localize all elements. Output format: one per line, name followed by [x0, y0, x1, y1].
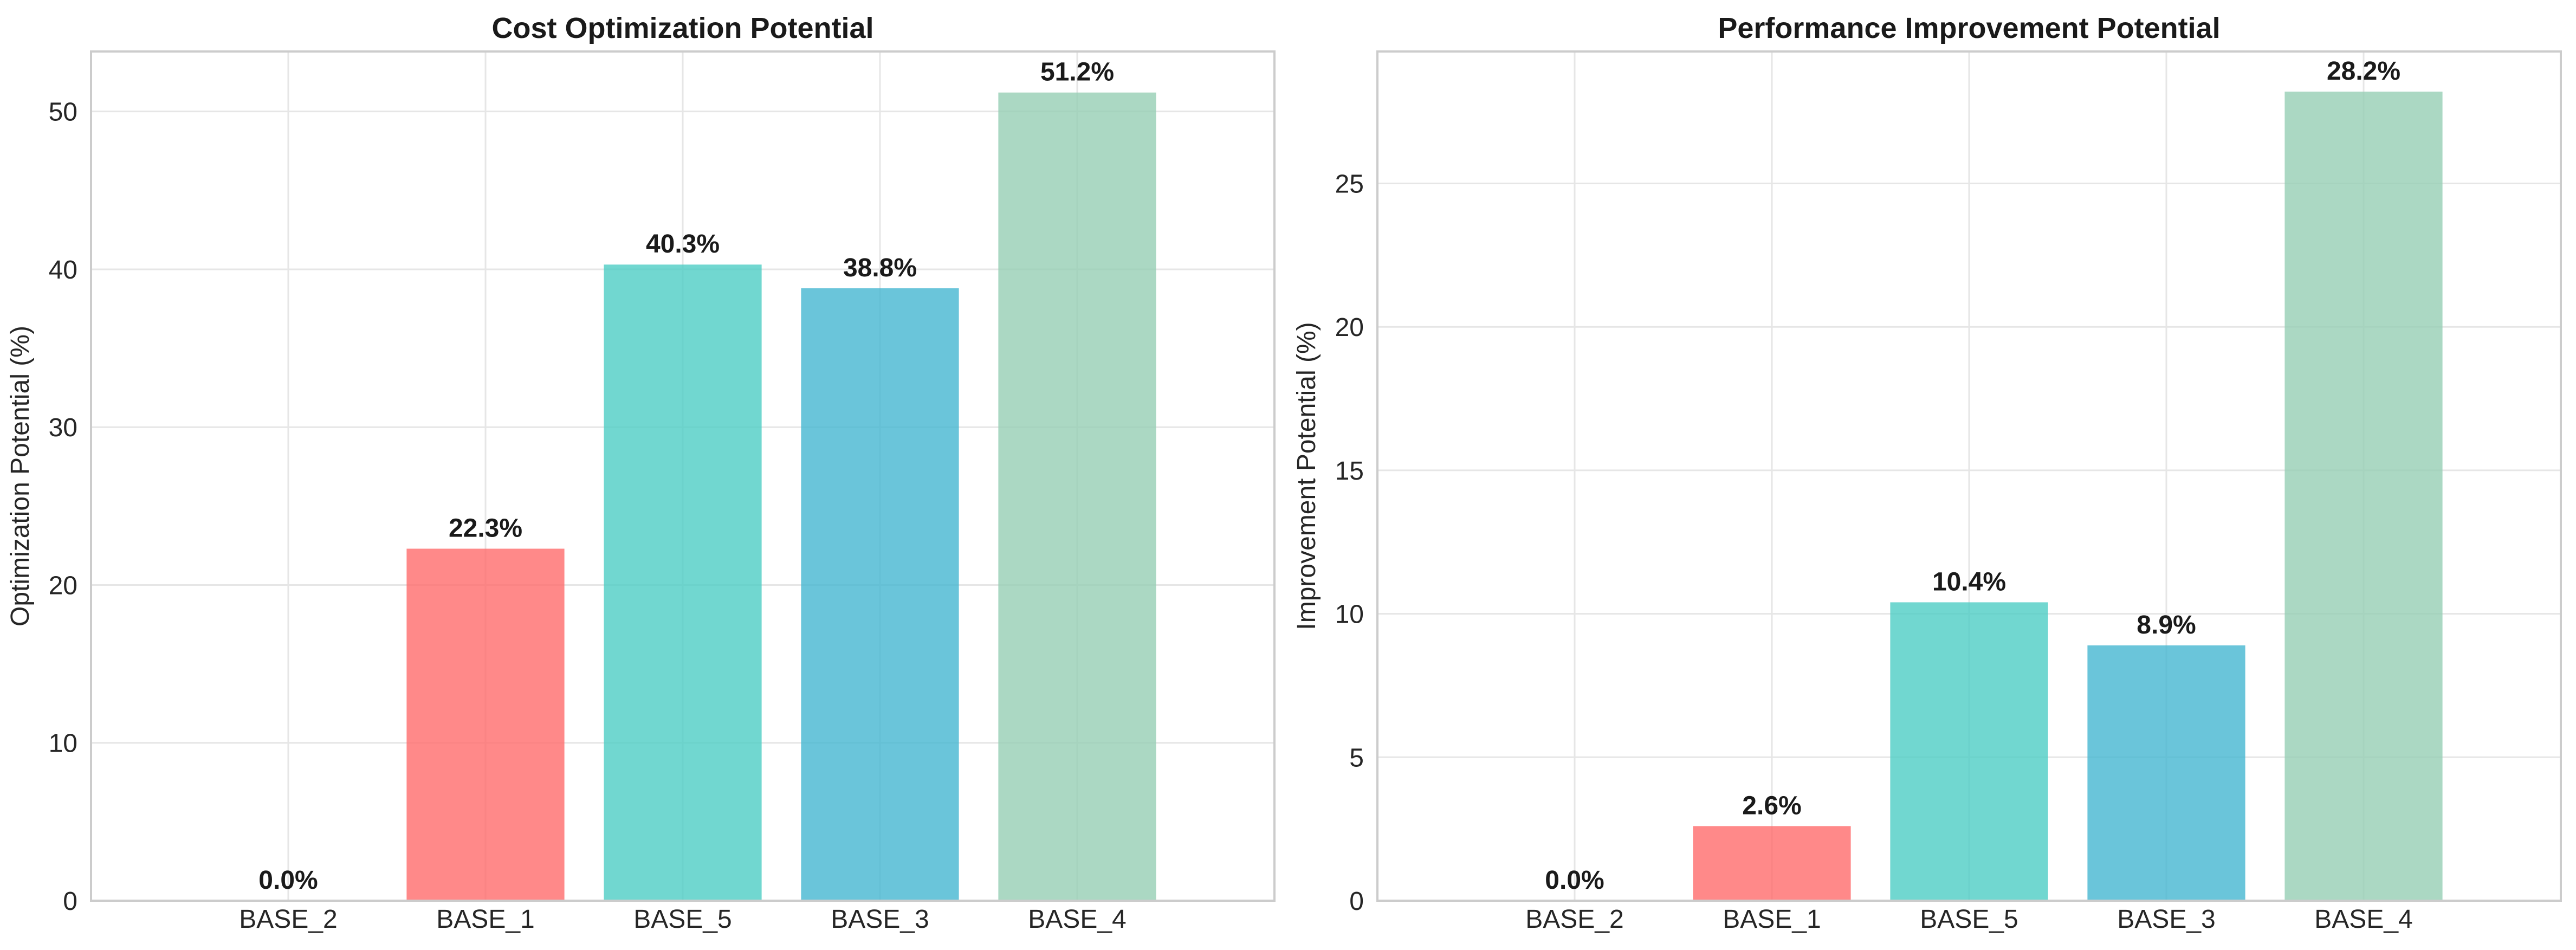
y-axis-label: Improvement Potential (%)	[1292, 322, 1321, 630]
y-tick-label: 10	[1335, 600, 1364, 629]
y-tick-label: 15	[1335, 457, 1364, 486]
x-tick-label: BASE_2	[1525, 905, 1623, 934]
y-tick-label: 10	[49, 729, 77, 758]
y-tick-label: 20	[1335, 313, 1364, 342]
y-tick-label: 20	[49, 571, 77, 600]
bar-base-5	[1890, 602, 2048, 901]
y-tick-label: 5	[1349, 744, 1364, 772]
y-tick-label: 0	[1349, 887, 1364, 916]
x-tick-label: BASE_4	[2314, 905, 2412, 934]
x-tick-label: BASE_3	[831, 905, 929, 934]
bar-base-1	[406, 548, 565, 901]
bar-base-3	[801, 288, 959, 901]
bar-value-label: 0.0%	[258, 866, 318, 895]
bar-base-1	[1693, 826, 1851, 901]
bar-value-label: 28.2%	[2327, 57, 2400, 86]
bar-base-4	[2284, 92, 2443, 901]
x-tick-label: BASE_4	[1028, 905, 1126, 934]
y-tick-label: 30	[49, 413, 77, 442]
x-tick-label: BASE_5	[633, 905, 732, 934]
performance-improvement-chart: Performance Improvement Potential Improv…	[1292, 12, 2562, 934]
plot-frame	[1376, 50, 2562, 902]
bar-value-label: 22.3%	[449, 514, 522, 542]
bar-value-label: 51.2%	[1040, 58, 1114, 87]
chart-title: Performance Improvement Potential	[1718, 12, 2220, 44]
bar-value-label: 38.8%	[843, 254, 917, 282]
y-tick-label: 0	[63, 887, 77, 916]
x-tick-label: BASE_2	[239, 905, 337, 934]
bar-base-5	[604, 264, 762, 901]
x-tick-label: BASE_3	[2117, 905, 2215, 934]
cost-optimization-chart: Cost Optimization Potential Optimization…	[6, 12, 1276, 934]
bar-value-label: 40.3%	[646, 230, 720, 258]
x-tick-label: BASE_1	[1723, 905, 1821, 934]
x-tick-label: BASE_5	[1920, 905, 2018, 934]
chart-title: Cost Optimization Potential	[491, 12, 873, 44]
y-tick-label: 25	[1335, 170, 1364, 199]
bar-value-label: 2.6%	[1742, 791, 1801, 820]
y-axis-label: Optimization Potential (%)	[6, 326, 35, 626]
x-tick-label: BASE_1	[436, 905, 534, 934]
bar-base-4	[998, 92, 1156, 901]
bar-value-label: 0.0%	[1545, 866, 1604, 895]
y-tick-label: 40	[49, 256, 77, 285]
bar-base-3	[2087, 645, 2245, 901]
bar-value-label: 8.9%	[2137, 611, 2196, 639]
bar-value-label: 10.4%	[1932, 567, 2006, 596]
y-tick-label: 50	[49, 98, 77, 127]
plot-frame	[90, 50, 1276, 902]
